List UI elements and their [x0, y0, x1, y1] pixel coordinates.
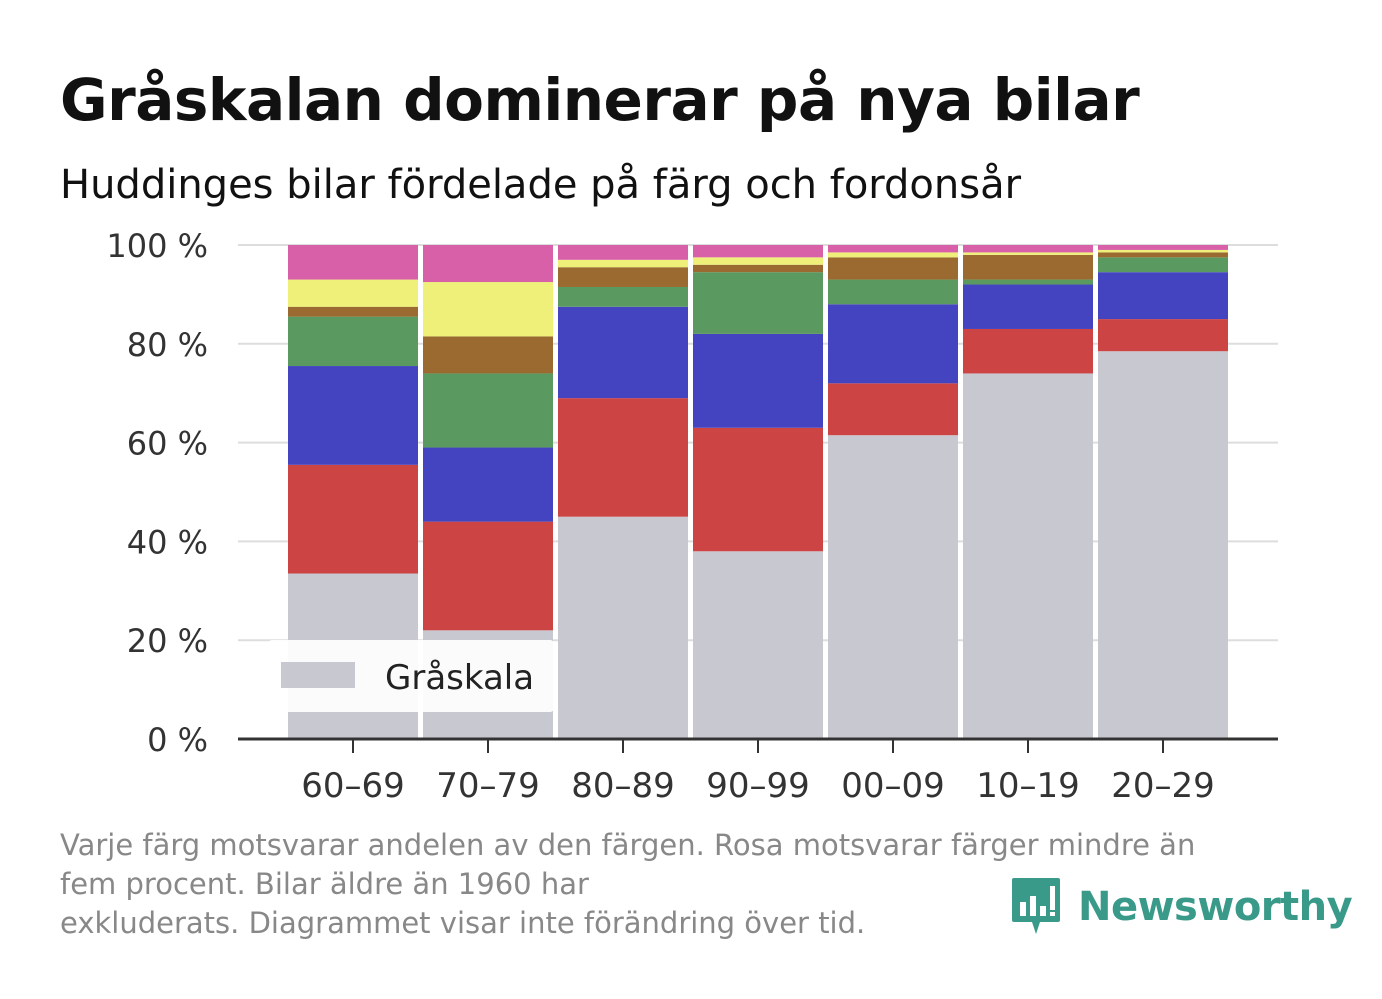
- bar-segment: [693, 333, 823, 428]
- bar-segment: [693, 272, 823, 334]
- x-tick-label: 60–69: [301, 766, 405, 806]
- newsworthy-logo-icon: [1012, 878, 1060, 934]
- legend-box: [268, 640, 554, 712]
- bar-segment: [1098, 257, 1228, 273]
- bar-segment: [288, 279, 418, 307]
- bar-segment: [423, 245, 553, 283]
- bar-segment: [558, 286, 688, 307]
- bar-segment: [558, 306, 688, 399]
- bar-segment: [558, 267, 688, 287]
- footnote: Varje färg motsvarar andelen av den färg…: [60, 826, 1300, 943]
- bar-segment: [423, 336, 553, 374]
- bar-segment: [828, 279, 958, 305]
- chart-subtitle: Huddinges bilar fördelade på färg och fo…: [60, 162, 1022, 208]
- bar-segment: [288, 245, 418, 280]
- x-tick-label: 00–09: [841, 766, 945, 806]
- bar-segment: [288, 306, 418, 317]
- bar-segment: [693, 264, 823, 273]
- legend-label-graskala: Gråskala: [385, 658, 534, 698]
- y-tick-label: 60 %: [127, 425, 208, 463]
- bar-segment: [1098, 351, 1228, 739]
- chart-title: Gråskalan dominerar på nya bilar: [60, 66, 1140, 134]
- y-tick-label: 40 %: [127, 523, 208, 561]
- bar-segment: [963, 245, 1093, 253]
- bar-segment: [828, 257, 958, 280]
- bar-segment: [693, 245, 823, 258]
- y-tick-label: 20 %: [127, 622, 208, 660]
- bar-segment: [423, 373, 553, 448]
- legend: Gråskala: [268, 640, 554, 712]
- bar-segment: [288, 316, 418, 367]
- footnote-line-1: Varje färg motsvarar andelen av den färg…: [60, 828, 1196, 862]
- bar-segment: [963, 373, 1093, 739]
- bar-segment: [963, 279, 1093, 285]
- bar-segment: [423, 447, 553, 522]
- bar-segment: [1098, 249, 1228, 253]
- brand-name: Newsworthy: [1078, 884, 1353, 930]
- bar-segment: [423, 521, 553, 631]
- legend-swatch-graskala: [281, 662, 355, 688]
- bar-segment: [963, 252, 1093, 255]
- bar-segment: [963, 254, 1093, 280]
- x-tick-label: 20–29: [1111, 766, 1215, 806]
- x-tick-label: 70–79: [436, 766, 540, 806]
- footnote-line-2: fem procent. Bilar äldre än 1960 har: [60, 867, 589, 901]
- bar-segment: [558, 259, 688, 268]
- y-tick-label: 0 %: [147, 721, 208, 759]
- bar-segment: [828, 304, 958, 384]
- bar-segment: [828, 245, 958, 253]
- bar-segment: [828, 383, 958, 436]
- bar-segment: [558, 398, 688, 517]
- bar-segment: [963, 328, 1093, 374]
- bar-segment: [693, 257, 823, 265]
- bar-segment: [1098, 319, 1228, 352]
- x-axis: 60–69 70–79 80–89 90–99 00–09 10–19 20–29: [238, 737, 1278, 806]
- bar-segment: [423, 282, 553, 337]
- footnote-line-3: exkluderats. Diagrammet visar inte förän…: [60, 906, 866, 940]
- bar-segment: [288, 366, 418, 465]
- bar-segment: [828, 252, 958, 258]
- bar-segment: [558, 245, 688, 260]
- y-tick-label: 80 %: [127, 326, 208, 364]
- bar-segment: [828, 435, 958, 739]
- bar-segment: [693, 551, 823, 739]
- bar-segment: [1098, 245, 1228, 250]
- bar-segment: [963, 284, 1093, 329]
- bar-segment: [693, 427, 823, 552]
- bar-segment: [1098, 272, 1228, 320]
- y-axis-ticks: 0 % 20 % 40 % 60 % 80 % 100 %: [106, 227, 208, 759]
- x-tick-label: 80–89: [571, 766, 675, 806]
- bar-segment: [1098, 252, 1228, 258]
- x-tick-label: 90–99: [706, 766, 810, 806]
- y-tick-label: 100 %: [106, 227, 208, 265]
- bar-segment: [558, 516, 688, 739]
- bar-segment: [288, 464, 418, 574]
- x-tick-label: 10–19: [976, 766, 1080, 806]
- brand-logo: Newsworthy: [1010, 876, 1353, 938]
